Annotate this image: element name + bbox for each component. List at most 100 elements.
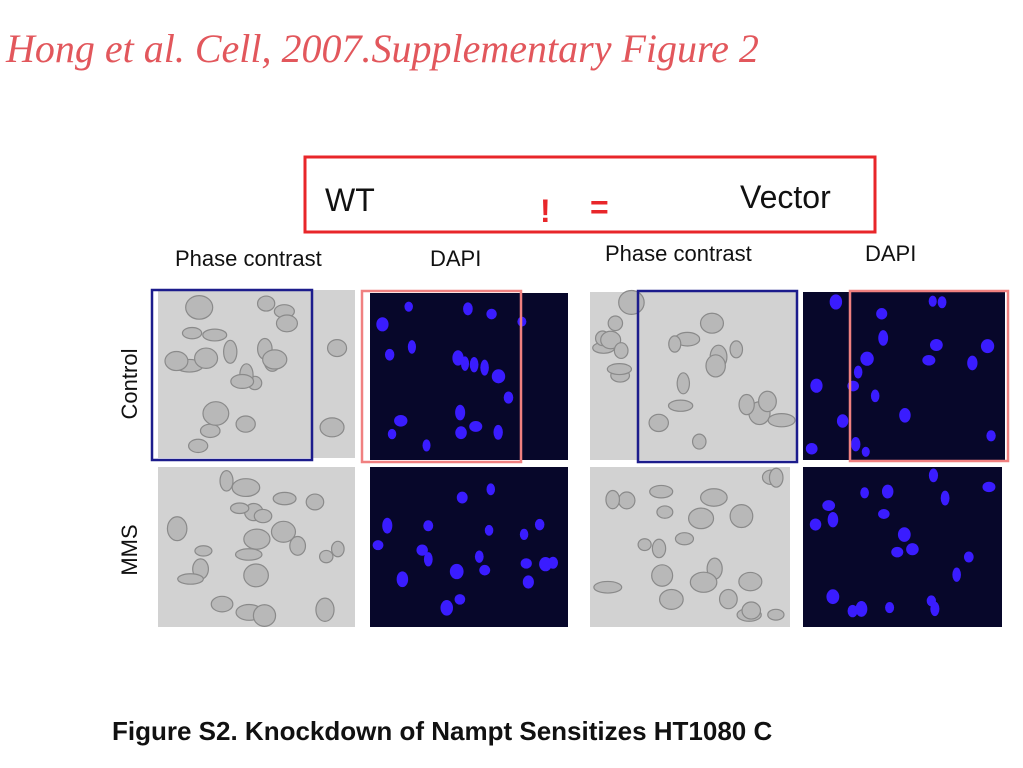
dapi-image [803, 467, 1002, 627]
cell [605, 489, 621, 510]
column-header: DAPI [865, 241, 916, 266]
nucleus [423, 552, 433, 567]
highlight-box [360, 289, 523, 464]
nucleus [548, 556, 559, 569]
cell [691, 433, 707, 450]
image-background [370, 467, 568, 627]
phase-image [158, 290, 355, 458]
cell [729, 504, 754, 529]
cell [593, 580, 623, 594]
nucleus [520, 558, 532, 569]
nucleus [493, 424, 503, 440]
nucleus [952, 567, 961, 582]
nucleus [860, 487, 869, 499]
nucleus [456, 491, 468, 504]
cell [272, 491, 297, 506]
cell [230, 373, 255, 390]
cell [330, 540, 345, 558]
cell [210, 595, 234, 613]
nucleus [484, 524, 494, 536]
nucleus [503, 391, 514, 404]
comparison-equals: = [590, 189, 609, 225]
nucleus [829, 294, 843, 310]
highlight-box [150, 288, 314, 462]
nucleus [870, 389, 880, 403]
nucleus [394, 414, 408, 427]
nucleus [827, 512, 839, 528]
phase-image [590, 289, 798, 460]
nucleus [376, 317, 389, 332]
nucleus [881, 484, 894, 499]
nucleus [937, 296, 947, 309]
nucleus [455, 426, 467, 440]
cell [252, 604, 277, 627]
cell [676, 372, 691, 395]
nucleus [387, 428, 397, 440]
cell [243, 563, 269, 588]
cell [326, 339, 348, 358]
nucleus [922, 354, 936, 366]
cell [318, 549, 334, 564]
comparison-right: Vector [740, 179, 831, 215]
nucleus [897, 527, 911, 542]
cell [234, 548, 263, 561]
cell [705, 354, 726, 378]
cell [235, 415, 256, 433]
nucleus [805, 442, 818, 455]
cell [262, 349, 288, 370]
nucleus [404, 301, 413, 312]
nucleus [452, 350, 464, 366]
nucleus [891, 546, 904, 558]
nucleus [519, 528, 529, 540]
cell [656, 505, 674, 519]
cell [223, 339, 238, 364]
column-header: Phase contrast [605, 241, 752, 266]
nucleus [851, 437, 861, 452]
nucleus [878, 508, 890, 520]
phase-image [590, 467, 790, 627]
cell [202, 328, 228, 342]
nucleus [809, 518, 822, 531]
nucleus [480, 359, 489, 376]
nucleus [982, 481, 996, 493]
cell [305, 493, 325, 511]
nucleus [963, 551, 974, 563]
nucleus [860, 351, 874, 366]
nucleus [474, 550, 484, 563]
nucleus [967, 355, 978, 371]
nucleus [422, 439, 431, 452]
comparison-not: ! [540, 193, 551, 229]
cell [738, 393, 755, 416]
nucleus [522, 575, 534, 589]
nucleus [479, 564, 491, 576]
column-header: Phase contrast [175, 246, 322, 271]
cell [219, 470, 234, 492]
nucleus [455, 404, 466, 421]
nucleus [928, 295, 937, 307]
cell [767, 413, 796, 428]
phase-image [158, 467, 355, 627]
cell [649, 484, 674, 499]
nucleus [822, 500, 836, 511]
comparison-box [303, 155, 877, 234]
cell [767, 608, 785, 621]
highlight-box [636, 289, 799, 464]
nucleus [826, 589, 840, 605]
nucleus [372, 540, 384, 551]
slide-title: Hong et al. Cell, 2007.Supplementary Fig… [5, 26, 759, 71]
cell [658, 588, 684, 610]
nucleus [486, 483, 496, 496]
cell [194, 545, 213, 557]
dapi-image [803, 292, 1005, 460]
cell [181, 326, 203, 340]
nucleus [885, 602, 895, 614]
image-background [803, 292, 1005, 460]
cell [243, 528, 271, 550]
cell [193, 347, 219, 370]
cell [668, 335, 682, 353]
cell [687, 507, 715, 530]
nucleus [855, 601, 868, 617]
cell [600, 330, 622, 350]
cell [651, 564, 674, 587]
cell [289, 535, 307, 556]
